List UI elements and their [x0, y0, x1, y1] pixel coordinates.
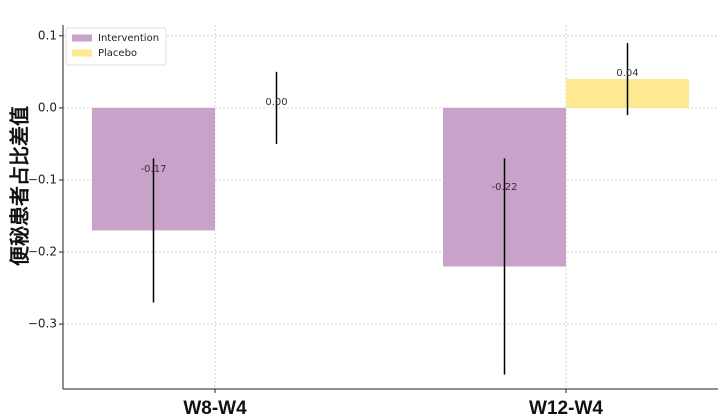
y-tick-label: 0.0 — [38, 100, 57, 114]
data-label: -0.17 — [141, 164, 167, 175]
data-label: 0.00 — [265, 97, 287, 108]
data-label: 0.04 — [616, 68, 638, 79]
legend-swatch — [72, 34, 92, 42]
legend: Intervention Placebo — [65, 27, 167, 66]
y-tick-label: 0.1 — [38, 28, 57, 42]
y-tick-label: −0.3 — [28, 317, 57, 331]
legend-label: Intervention — [98, 33, 159, 44]
x-tick-label: W12-W4 — [529, 398, 603, 419]
x-tick-label: W8-W4 — [183, 398, 247, 419]
y-tick-label: −0.2 — [28, 245, 57, 259]
data-label: -0.22 — [492, 182, 518, 193]
legend-swatch — [72, 49, 92, 57]
y-tick-label: −0.1 — [28, 172, 57, 186]
y-axis-label: 便秘患者占比差值 — [8, 106, 32, 266]
bar-layer: -0.17 -0.22 0.00 0.04 — [92, 43, 689, 375]
legend-label: Placebo — [98, 48, 137, 59]
axis-layer: 0.1 0.0 −0.1 −0.2 −0.3 W8-W4 W12-W4 — [28, 25, 718, 419]
